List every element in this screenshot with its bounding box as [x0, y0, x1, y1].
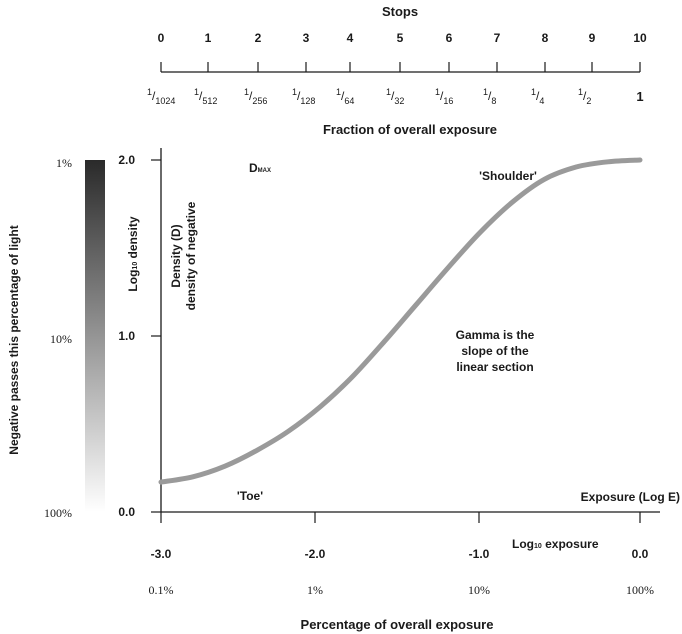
fraction-label: 1/2 [578, 87, 591, 106]
percentage-tick-label: 100% [626, 583, 654, 597]
x-axis-label: Log10 exposure [512, 537, 599, 551]
grey-bar-ticks: 1% 10% 100% [44, 156, 72, 520]
axis-end-label: Exposure (Log E) [581, 490, 680, 504]
toe-label: 'Toe' [237, 489, 263, 503]
stop-label: 1 [205, 31, 212, 45]
y-axis-ticks: 0.0 1.0 2.0 [118, 153, 161, 519]
fraction-caption: Fraction of overall exposure [323, 122, 497, 137]
stop-label: 5 [397, 31, 404, 45]
gamma-line2: slope of the [461, 344, 529, 358]
stop-label: 4 [347, 31, 354, 45]
stop-label: 6 [446, 31, 453, 45]
y-tick-label: 1.0 [118, 329, 135, 343]
stop-label: 2 [255, 31, 262, 45]
fraction-label: 1/8 [483, 87, 496, 106]
grey-bar-label: Negative passes this percentage of light [7, 225, 21, 454]
shoulder-label: 'Shoulder' [479, 169, 537, 183]
stop-label: 8 [542, 31, 549, 45]
stops-scale: 0 1 2 3 4 5 6 7 8 9 10 1/1024 1/512 1/256 1/128 1/64 1/3… [147, 31, 647, 106]
fraction-label: 1/16 [435, 87, 453, 106]
grey-bar-tick-label: 100% [44, 506, 72, 520]
percentage-tick-label: 10% [468, 583, 490, 597]
stop-label: 7 [494, 31, 501, 45]
percentage-ticks: 0.1% 1% 10% 100% [149, 583, 655, 597]
gamma-line1: Gamma is the [456, 328, 535, 342]
fraction-label: 1/64 [336, 87, 354, 106]
fraction-label: 1/128 [292, 87, 315, 106]
y-tick-label: 0.0 [118, 505, 135, 519]
fraction-label: 1/32 [386, 87, 404, 106]
x-axis-ticks: -3.0 -2.0 -1.0 0.0 [151, 512, 649, 561]
fraction-label: 1/256 [244, 87, 267, 106]
gamma-line3: linear section [456, 360, 533, 374]
fraction-label: 1/4 [531, 87, 544, 106]
stop-label: 10 [633, 31, 647, 45]
y-axis-label: Log10 density [126, 216, 140, 291]
dmax-label: DMAX [249, 161, 271, 175]
percentage-tick-label: 1% [307, 583, 323, 597]
density-label-line1: Density (D) [169, 224, 183, 287]
percentage-caption: Percentage of overall exposure [301, 617, 494, 632]
x-tick-label: 0.0 [632, 547, 649, 561]
x-tick-label: -3.0 [151, 547, 172, 561]
y-tick-label: 2.0 [118, 153, 135, 167]
percentage-tick-label: 0.1% [149, 583, 174, 597]
fraction-label: 1 [636, 89, 643, 104]
stop-label: 0 [158, 31, 165, 45]
density-label-line2: density of negative [184, 201, 198, 310]
characteristic-curve [158, 157, 643, 485]
stop-label: 3 [303, 31, 310, 45]
x-tick-label: -1.0 [469, 547, 490, 561]
grey-bar-tick-label: 1% [56, 156, 72, 170]
density-grey-bar [85, 160, 105, 512]
stop-label: 9 [589, 31, 596, 45]
fraction-label: 1/512 [194, 87, 217, 106]
x-tick-label: -2.0 [305, 547, 326, 561]
grey-bar-tick-label: 10% [50, 332, 72, 346]
stops-title: Stops [382, 4, 418, 19]
fraction-label: 1/1024 [147, 87, 175, 106]
